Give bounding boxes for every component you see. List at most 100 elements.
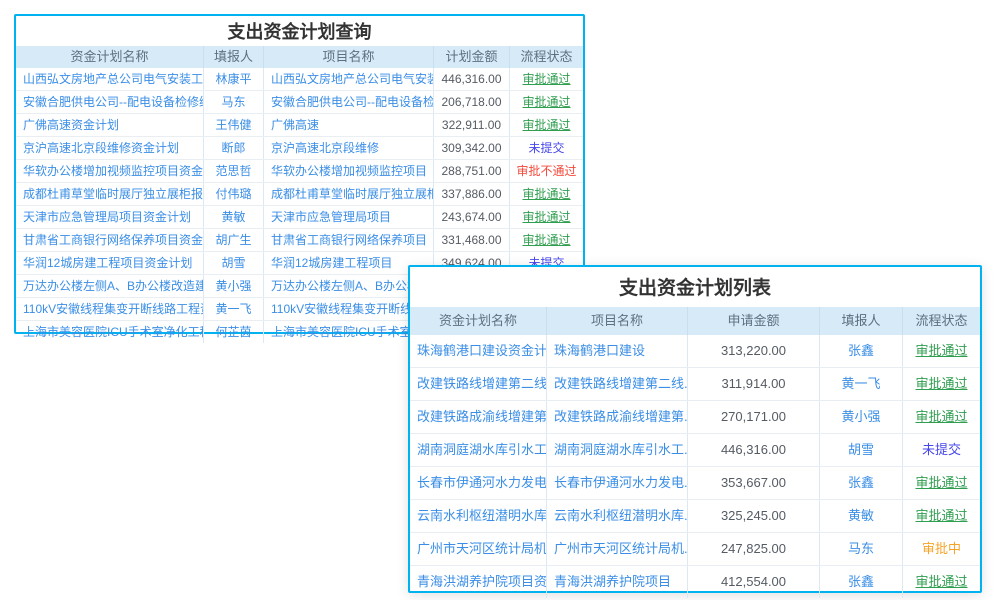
cell-reporter: 黄一飞 (820, 368, 903, 400)
cell-status[interactable]: 审批通过 (522, 233, 571, 247)
cell-status[interactable]: 审批不通过 (516, 164, 577, 178)
cell-status[interactable]: 审批通过 (522, 95, 571, 109)
cell-amount: 337,886.00 (434, 183, 510, 205)
cell-status[interactable]: 审批通过 (915, 475, 968, 490)
cell-status[interactable]: 审批通过 (522, 118, 571, 132)
cell-status[interactable]: 未提交 (921, 442, 961, 457)
cell-status[interactable]: 未提交 (528, 141, 565, 155)
cell-plan: 山西弘文房地产总公司电气安装工程资 (16, 68, 204, 90)
cell-project: 珠海鹤港口建设 (547, 335, 688, 367)
list-table-body: 珠海鹤港口建设资金计划 珠海鹤港口建设 313,220.00 张鑫 审批通过 改建铁路线增… (410, 335, 980, 598)
table-row[interactable]: 珠海鹤港口建设资金计划 珠海鹤港口建设 313,220.00 张鑫 审批通过 (410, 335, 980, 367)
cell-status[interactable]: 审批中 (921, 541, 961, 556)
cell-reporter: 何芷茵 (204, 321, 264, 343)
cell-amount: 247,825.00 (688, 533, 820, 565)
cell-plan: 天津市应急管理局项目资金计划 (16, 206, 204, 228)
column-header: 填报人 (820, 307, 903, 335)
table-row[interactable]: 青海洪湖养护院项目资... 青海洪湖养护院项目 412,554.00 张鑫 审批通过 (410, 565, 980, 598)
cell-project: 华软办公楼增加视频监控项目 (264, 160, 434, 182)
cell-plan: 珠海鹤港口建设资金计划 (410, 335, 547, 367)
cell-reporter: 黄敏 (820, 500, 903, 532)
list-panel-title: 支出资金计划列表 (618, 278, 771, 299)
table-row[interactable]: 山西弘文房地产总公司电气安装工程资林康平山西弘文房地产总公司电气安装工程446,… (16, 68, 583, 90)
cell-amount: 446,316.00 (688, 434, 820, 466)
cell-reporter: 王伟健 (204, 114, 264, 136)
cell-project: 改建铁路成渝线增建第... (547, 401, 688, 433)
cell-reporter: 马东 (820, 533, 903, 565)
column-header: 资金计划名称 (16, 46, 204, 68)
cell-reporter: 张鑫 (820, 467, 903, 499)
cell-project: 安徽合肥供电公司--配电设备检修维护 (264, 91, 434, 113)
cell-plan: 改建铁路线增建第二线... (410, 368, 547, 400)
column-header: 资金计划名称 (410, 307, 547, 335)
column-header: 项目名称 (547, 307, 688, 335)
cell-amount: 446,316.00 (434, 68, 510, 90)
cell-amount: 309,342.00 (434, 137, 510, 159)
table-row[interactable]: 京沪高速北京段维修资金计划 断郎 京沪高速北京段维修 309,342.00 未提交 (16, 136, 583, 159)
cell-project: 成都杜甫草堂临时展厅独立展柜报警 (264, 183, 434, 205)
cell-plan: 广州市天河区统计局机... (410, 533, 547, 565)
cell-status[interactable]: 审批通过 (915, 343, 968, 358)
cell-reporter: 付伟璐 (204, 183, 264, 205)
cell-amount: 412,554.00 (688, 566, 820, 598)
expenditure-plan-query-panel: 支出资金计划查询 资金计划名称 填报人 项目名称 计划金额 流程状态 山西弘文房地产总公… (14, 14, 585, 343)
column-header: 计划金额 (434, 46, 510, 68)
cell-project: 长春市伊通河水力发电... (547, 467, 688, 499)
table-row[interactable]: 改建铁路线增建第二线... 改建铁路线增建第二线... 311,914.00 黄一飞审… (410, 367, 980, 400)
cell-plan: 成都杜甫草堂临时展厅独立展柜报警设 (16, 183, 204, 205)
table-row[interactable]: 广州市天河区统计局机... 广州市天河区统计局机... 247,825.00 马东 审批… (410, 532, 980, 565)
table-row[interactable]: 成都杜甫草堂临时展厅独立展柜报警设付伟璐成都杜甫草堂临时展厅独立展柜报警337,… (16, 182, 583, 205)
cell-project: 广佛高速 (264, 114, 434, 136)
table-row[interactable]: 华软办公楼增加视频监控项目资金计划范思哲华软办公楼增加视频监控项目288,751… (16, 159, 583, 182)
cell-plan: 长春市伊通河水力发电... (410, 467, 547, 499)
table-row[interactable]: 华润12城房建工程项目资金计划 胡雪 华润12城房建工程项目 349,624.00 未提… (16, 251, 583, 274)
cell-plan: 上海市美容医院ICU手术室净化工程资 (16, 321, 204, 343)
list-table-header-row: 资金计划名称 项目名称 申请金额 填报人 流程状态 (410, 307, 980, 335)
column-header: 申请金额 (688, 307, 820, 335)
cell-plan: 广佛高速资金计划 (16, 114, 204, 136)
cell-amount: 322,911.00 (434, 114, 510, 136)
table-row[interactable]: 万达办公楼左侧A、B办公楼改造建设 黄小强 万达办公楼左侧A、B办公楼改造 (16, 274, 583, 297)
cell-plan: 安徽合肥供电公司--配电设备检修维护 (16, 91, 204, 113)
cell-amount: 270,171.00 (688, 401, 820, 433)
cell-project: 广州市天河区统计局机... (547, 533, 688, 565)
table-row[interactable]: 长春市伊通河水力发电... 长春市伊通河水力发电... 353,667.00 张鑫 审批… (410, 466, 980, 499)
cell-project: 云南水利枢纽潜明水库... (547, 500, 688, 532)
cell-status[interactable]: 审批通过 (915, 574, 968, 589)
table-row[interactable]: 云南水利枢纽潜明水库... 云南水利枢纽潜明水库... 325,245.00 黄敏 审批… (410, 499, 980, 532)
table-row[interactable]: 改建铁路成渝线增建第... 改建铁路成渝线增建第... 270,171.00 黄小强审… (410, 400, 980, 433)
table-row[interactable]: 广佛高速资金计划 王伟健 广佛高速 322,911.00 审批通过 (16, 113, 583, 136)
cell-plan: 甘肃省工商银行网络保养项目资金计划 (16, 229, 204, 251)
table-row[interactable]: 110kV安徽线程集变开断线路工程资金黄一飞110kV安徽线程集变开断线路工程 (16, 297, 583, 320)
cell-reporter: 胡广生 (204, 229, 264, 251)
cell-reporter: 黄一飞 (204, 298, 264, 320)
cell-reporter: 胡雪 (820, 434, 903, 466)
cell-reporter: 黄小强 (204, 275, 264, 297)
cell-amount: 206,718.00 (434, 91, 510, 113)
cell-reporter: 林康平 (204, 68, 264, 90)
table-row[interactable]: 甘肃省工商银行网络保养项目资金计划胡广生甘肃省工商银行网络保养项目331,468… (16, 228, 583, 251)
cell-project: 天津市应急管理局项目 (264, 206, 434, 228)
cell-status[interactable]: 审批通过 (522, 187, 571, 201)
cell-status[interactable]: 审批通过 (915, 508, 968, 523)
cell-project: 山西弘文房地产总公司电气安装工程 (264, 68, 434, 90)
cell-plan: 湖南洞庭湖水库引水工... (410, 434, 547, 466)
cell-project: 青海洪湖养护院项目 (547, 566, 688, 598)
cell-plan: 云南水利枢纽潜明水库... (410, 500, 547, 532)
cell-amount: 313,220.00 (688, 335, 820, 367)
table-row[interactable]: 湖南洞庭湖水库引水工... 湖南洞庭湖水库引水工... 446,316.00 胡雪 未提… (410, 433, 980, 466)
cell-amount: 325,245.00 (688, 500, 820, 532)
table-row[interactable]: 安徽合肥供电公司--配电设备检修维护马东安徽合肥供电公司--配电设备检修维护20… (16, 90, 583, 113)
cell-status[interactable]: 审批通过 (915, 409, 968, 424)
table-row[interactable]: 上海市美容医院ICU手术室净化工程资何芷茵上海市美容医院ICU手术室净化工程 (16, 320, 583, 343)
cell-status[interactable]: 审批通过 (522, 72, 571, 86)
column-header: 项目名称 (264, 46, 434, 68)
column-header: 填报人 (204, 46, 264, 68)
cell-plan: 华润12城房建工程项目资金计划 (16, 252, 204, 274)
cell-reporter: 张鑫 (820, 335, 903, 367)
table-row[interactable]: 天津市应急管理局项目资金计划 黄敏 天津市应急管理局项目 243,674.00 审批通过 (16, 205, 583, 228)
cell-amount: 311,914.00 (688, 368, 820, 400)
cell-status[interactable]: 审批通过 (522, 210, 571, 224)
cell-reporter: 黄小强 (820, 401, 903, 433)
cell-status[interactable]: 审批通过 (915, 376, 968, 391)
